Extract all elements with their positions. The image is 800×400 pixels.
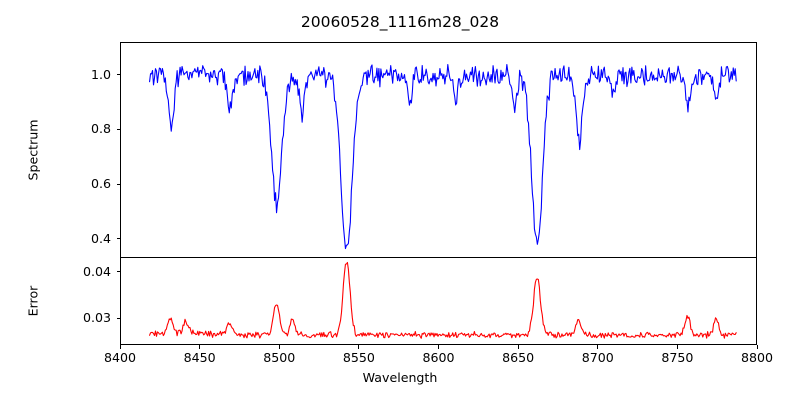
figure-title: 20060528_1116m28_028 — [0, 13, 800, 31]
error-axes — [120, 257, 757, 345]
spectrum-line — [150, 65, 737, 249]
error-line — [150, 262, 737, 338]
error-y-tick — [117, 318, 121, 319]
x-tick — [120, 345, 121, 349]
spectrum-y-tick — [117, 184, 121, 185]
x-tick — [677, 345, 678, 349]
x-tick — [199, 345, 200, 349]
x-tick — [358, 345, 359, 349]
spectrum-y-axis-label: Spectrum — [26, 119, 41, 180]
spectrum-y-tick — [117, 129, 121, 130]
error-y-axis-label: Error — [26, 286, 41, 317]
x-tick — [518, 345, 519, 349]
error-plot-area — [121, 258, 756, 344]
x-axis-label: Wavelength — [0, 370, 800, 385]
spectrum-y-tick — [117, 238, 121, 239]
spectrum-axes — [120, 42, 757, 258]
x-tick — [597, 345, 598, 349]
spectrum-plot-area — [121, 43, 756, 257]
matplotlib-figure: 20060528_1116m28_028 0.40.60.81.00.030.0… — [0, 0, 800, 400]
x-tick — [438, 345, 439, 349]
x-tick — [279, 345, 280, 349]
x-tick — [757, 345, 758, 349]
error-y-tick — [117, 271, 121, 272]
spectrum-y-tick — [117, 74, 121, 75]
